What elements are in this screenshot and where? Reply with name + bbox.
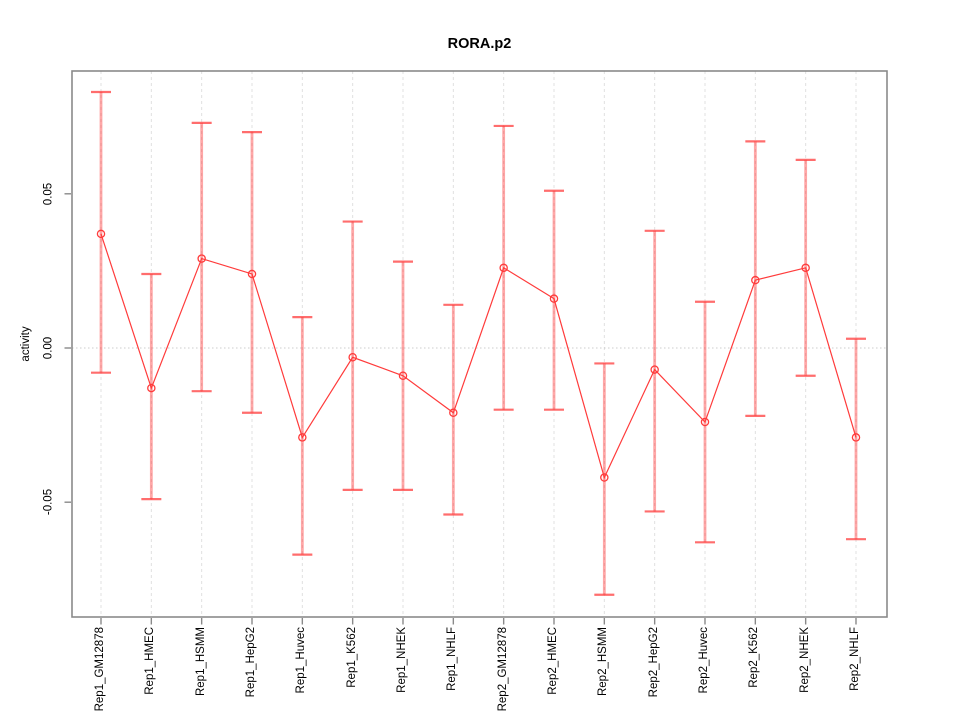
data-point: [197, 254, 206, 263]
plot-frame: [71, 70, 888, 618]
data-point: [851, 433, 861, 442]
data-point: [449, 408, 458, 418]
data-point: [298, 433, 307, 442]
y-tick-label: 0.05: [42, 182, 55, 205]
data-point: [499, 263, 508, 273]
x-tick-label: Rep1_NHLF: [446, 627, 459, 691]
x-tick-label: Rep2_HMEC: [546, 627, 559, 695]
x-tick-label: Rep2_Huvec: [697, 627, 710, 694]
x-tick-label: Rep1_Huvec: [295, 627, 308, 694]
data-point: [96, 229, 106, 239]
x-tick-label: Rep1_HMEC: [144, 627, 157, 695]
y-tick-label: -0.05: [42, 489, 55, 516]
data-point: [600, 473, 609, 482]
data-point: [549, 294, 559, 303]
data-point: [700, 417, 710, 427]
chart-title: RORA.p2: [447, 36, 512, 52]
x-tick-label: Rep2_HepG2: [647, 627, 660, 698]
data-point: [650, 365, 659, 374]
data-point: [398, 371, 408, 381]
series-line: [100, 233, 857, 480]
x-tick-label: Rep2_GM12878: [496, 627, 509, 712]
data-point: [247, 269, 257, 279]
y-tick-label: 0.00: [42, 336, 55, 360]
x-tick-label: Rep1_GM12878: [94, 627, 106, 712]
x-tick-label: Rep2_HSMM: [597, 627, 610, 697]
x-tick-label: Rep2_NHLF: [848, 627, 861, 691]
x-tick-label: Rep2_K562: [748, 627, 761, 688]
data-point: [751, 275, 760, 285]
data-point: [147, 383, 156, 393]
x-tick-label: Rep1_K562: [345, 627, 358, 688]
data-point: [801, 263, 810, 273]
x-tick-label: Rep1_NHEK: [395, 627, 408, 693]
x-tick-label: Rep2_NHEK: [798, 627, 811, 693]
x-tick-label: Rep1_HSMM: [194, 627, 207, 697]
data-point: [348, 353, 357, 362]
x-tick-label: Rep1_HepG2: [244, 627, 257, 698]
